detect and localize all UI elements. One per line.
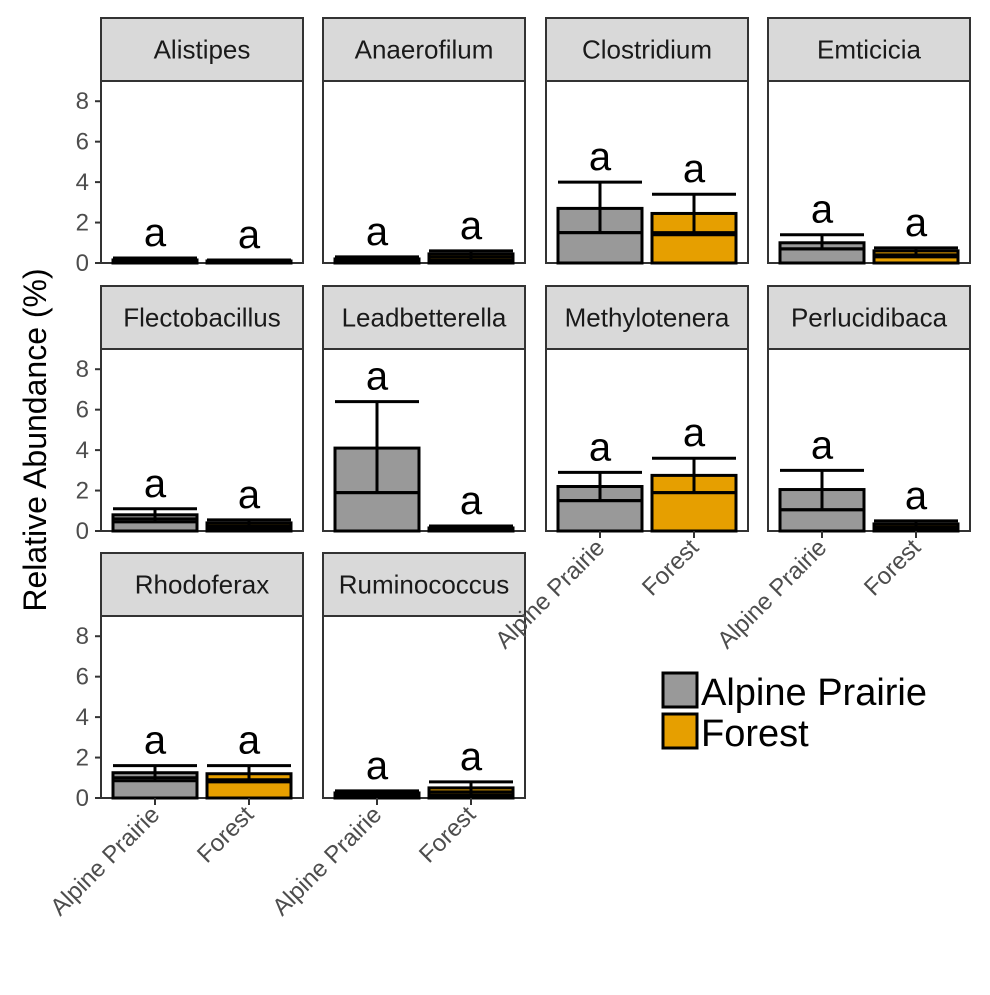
x-tick-label-col1-forest: Forest — [192, 801, 259, 868]
panel-ruminococcus: Ruminococcus a a — [322, 552, 526, 800]
y-tick-label-row1-2: 2 — [76, 210, 89, 237]
strip-label-clostridium: Clostridium — [582, 35, 712, 65]
sig-label-rhodoferax-alpine-prairie: a — [144, 719, 167, 763]
y-tick-label-row3-2: 2 — [76, 745, 89, 772]
strip-perlucidibaca — [767, 285, 971, 350]
sig-label-methylotenera-forest: a — [683, 411, 706, 455]
sig-label-flectobacillus-alpine-prairie: a — [144, 462, 167, 506]
sig-label-alistipes-forest: a — [238, 213, 261, 257]
sig-label-ruminococcus-alpine-prairie: a — [366, 744, 389, 788]
sig-label-emticicia-forest: a — [905, 201, 928, 245]
sig-label-methylotenera-alpine-prairie: a — [589, 425, 612, 469]
legend: Alpine Prairie Forest — [661, 671, 927, 755]
x-tick-label-col2-forest: Forest — [414, 801, 481, 868]
sig-label-anaerofilum-alpine-prairie: a — [366, 210, 389, 254]
strip-label-perlucidibaca: Perlucidibaca — [791, 303, 948, 333]
sig-label-alistipes-alpine-prairie: a — [144, 211, 167, 255]
panel-leadbetterella: Leadbetterella a a — [322, 285, 526, 533]
strip-label-methylotenera: Methylotenera — [565, 303, 730, 333]
y-tick-label-row3-4: 4 — [76, 704, 89, 731]
y-tick-label-row2-6: 6 — [76, 397, 89, 424]
panel-methylotenera: Methylotenera a a — [545, 285, 749, 533]
plot-area-rhodoferax — [100, 615, 304, 799]
y-tick-label-row2-0: 0 — [76, 518, 89, 545]
x-tick-label-col1-alpine-prairie: Alpine Prairie — [45, 801, 165, 921]
legend-swatch-forest — [661, 712, 699, 750]
legend-swatch-alpine-prairie — [661, 671, 699, 709]
plot-area-flectobacillus — [100, 348, 304, 532]
sig-label-clostridium-forest: a — [683, 147, 706, 191]
y-tick-label-row1-0: 0 — [76, 250, 89, 277]
y-tick-label-row1-8: 8 — [76, 88, 89, 115]
y-tick-label-row1-6: 6 — [76, 129, 89, 156]
x-tick-label-col3-forest: Forest — [637, 534, 704, 601]
panel-flectobacillus: Flectobacillus a a — [100, 285, 304, 533]
sig-label-clostridium-alpine-prairie: a — [589, 135, 612, 179]
panel-clostridium: Clostridium a a — [545, 17, 749, 265]
sig-label-perlucidibaca-forest: a — [905, 474, 928, 518]
plot-area-emticicia — [767, 80, 971, 264]
y-tick-label-row2-4: 4 — [76, 437, 89, 464]
panel-anaerofilum: Anaerofilum a a — [322, 17, 526, 265]
panel-perlucidibaca: Perlucidibaca a a — [767, 285, 971, 533]
panel-emticicia: Emticicia a a — [767, 17, 971, 265]
plot-area-ruminococcus — [322, 615, 526, 799]
panel-alistipes: Alistipes a a — [100, 17, 304, 265]
strip-flectobacillus — [100, 285, 304, 350]
y-tick-label-row3-8: 8 — [76, 623, 89, 650]
strip-label-leadbetterella: Leadbetterella — [342, 303, 507, 333]
x-tick-label-col2-alpine-prairie: Alpine Prairie — [267, 801, 387, 921]
x-tick-label-col4-forest: Forest — [859, 534, 926, 601]
strip-label-emticicia: Emticicia — [817, 35, 922, 65]
strip-label-flectobacillus: Flectobacillus — [123, 303, 281, 333]
sig-label-flectobacillus-forest: a — [238, 473, 261, 517]
plot-area-anaerofilum — [322, 80, 526, 264]
strip-rhodoferax — [100, 552, 304, 617]
y-tick-label-row2-2: 2 — [76, 478, 89, 505]
strip-alistipes — [100, 17, 304, 82]
strip-ruminococcus — [322, 552, 526, 617]
y-tick-label-row2-8: 8 — [76, 356, 89, 383]
x-tick-label-col4-alpine-prairie: Alpine Prairie — [712, 534, 832, 654]
y-axis-label: Relative Abundance (%) — [17, 268, 53, 611]
sig-label-leadbetterella-alpine-prairie: a — [366, 355, 389, 399]
sig-label-anaerofilum-forest: a — [460, 204, 483, 248]
sig-label-rhodoferax-forest: a — [238, 719, 261, 763]
sig-label-leadbetterella-forest: a — [460, 479, 483, 523]
plot-area-alistipes — [100, 80, 304, 264]
y-tick-label-row1-4: 4 — [76, 169, 89, 196]
strip-label-rhodoferax: Rhodoferax — [135, 570, 269, 600]
legend-label-forest: Forest — [701, 713, 809, 755]
strip-label-alistipes: Alistipes — [154, 35, 251, 65]
strip-clostridium — [545, 17, 749, 82]
strip-emticicia — [767, 17, 971, 82]
y-axes-layer: 0 2 4 6 8 0 2 4 6 8 0 2 4 6 8 — [76, 88, 101, 812]
sig-label-emticicia-alpine-prairie: a — [811, 188, 834, 232]
sig-label-ruminococcus-forest: a — [460, 735, 483, 779]
sig-label-perlucidibaca-alpine-prairie: a — [811, 423, 834, 467]
panel-rhodoferax: Rhodoferax a a — [100, 552, 304, 800]
y-tick-label-row3-0: 0 — [76, 785, 89, 812]
strip-label-anaerofilum: Anaerofilum — [355, 35, 494, 65]
y-tick-label-row3-6: 6 — [76, 664, 89, 691]
legend-label-alpine-prairie: Alpine Prairie — [701, 672, 927, 714]
strip-label-ruminococcus: Ruminococcus — [339, 570, 510, 600]
